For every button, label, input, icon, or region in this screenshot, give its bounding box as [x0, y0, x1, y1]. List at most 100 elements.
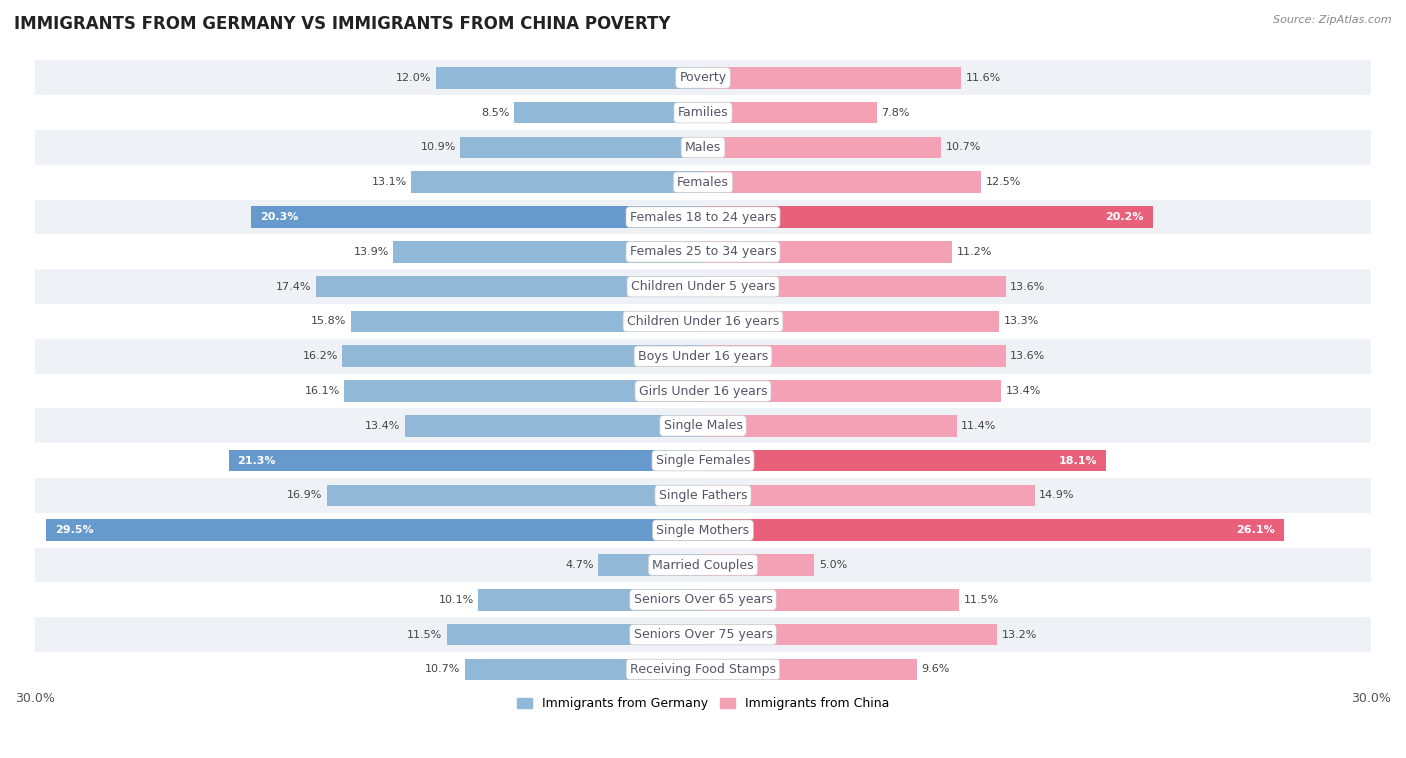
Text: 16.9%: 16.9%	[287, 490, 322, 500]
Bar	[35, 96, 1371, 130]
Bar	[703, 346, 1005, 367]
Bar	[250, 206, 703, 228]
Text: Married Couples: Married Couples	[652, 559, 754, 572]
Text: 26.1%: 26.1%	[1236, 525, 1275, 535]
Bar	[35, 443, 1371, 478]
Text: 13.4%: 13.4%	[364, 421, 401, 431]
Text: Children Under 5 years: Children Under 5 years	[631, 280, 775, 293]
Text: 5.0%: 5.0%	[818, 560, 846, 570]
Text: 13.4%: 13.4%	[1005, 386, 1042, 396]
Bar	[326, 484, 703, 506]
Bar	[703, 554, 814, 576]
Bar	[35, 478, 1371, 513]
Text: 21.3%: 21.3%	[238, 456, 276, 465]
Bar	[35, 165, 1371, 199]
Text: 4.7%: 4.7%	[565, 560, 593, 570]
Text: Single Fathers: Single Fathers	[659, 489, 747, 502]
Bar	[405, 415, 703, 437]
Bar	[513, 102, 703, 124]
Text: 14.9%: 14.9%	[1039, 490, 1074, 500]
Bar	[703, 206, 1153, 228]
Bar	[35, 269, 1371, 304]
Bar	[46, 519, 703, 541]
Text: 9.6%: 9.6%	[921, 665, 949, 675]
Text: 11.5%: 11.5%	[408, 630, 443, 640]
Text: Males: Males	[685, 141, 721, 154]
Text: 10.7%: 10.7%	[946, 143, 981, 152]
Text: 10.7%: 10.7%	[425, 665, 460, 675]
Bar	[315, 276, 703, 297]
Text: Families: Families	[678, 106, 728, 119]
Text: Females 25 to 34 years: Females 25 to 34 years	[630, 246, 776, 258]
Text: Receiving Food Stamps: Receiving Food Stamps	[630, 663, 776, 676]
Bar	[460, 136, 703, 158]
Bar	[35, 130, 1371, 165]
Text: 13.9%: 13.9%	[354, 247, 389, 257]
Bar	[394, 241, 703, 263]
Bar	[447, 624, 703, 645]
Bar	[35, 304, 1371, 339]
Bar	[342, 346, 703, 367]
Text: IMMIGRANTS FROM GERMANY VS IMMIGRANTS FROM CHINA POVERTY: IMMIGRANTS FROM GERMANY VS IMMIGRANTS FR…	[14, 15, 671, 33]
Text: 10.9%: 10.9%	[420, 143, 456, 152]
Text: Single Males: Single Males	[664, 419, 742, 432]
Text: 12.0%: 12.0%	[396, 73, 432, 83]
Text: Single Mothers: Single Mothers	[657, 524, 749, 537]
Text: 12.5%: 12.5%	[986, 177, 1021, 187]
Text: Boys Under 16 years: Boys Under 16 years	[638, 349, 768, 363]
Text: Children Under 16 years: Children Under 16 years	[627, 315, 779, 328]
Text: 17.4%: 17.4%	[276, 282, 311, 292]
Bar	[35, 409, 1371, 443]
Text: 13.2%: 13.2%	[1001, 630, 1036, 640]
Bar	[35, 547, 1371, 582]
Bar	[35, 61, 1371, 96]
Text: 18.1%: 18.1%	[1059, 456, 1097, 465]
Bar	[229, 449, 703, 471]
Text: 13.1%: 13.1%	[371, 177, 406, 187]
Bar	[703, 484, 1035, 506]
Bar	[35, 617, 1371, 652]
Bar	[703, 276, 1005, 297]
Text: 8.5%: 8.5%	[481, 108, 509, 117]
Text: Poverty: Poverty	[679, 71, 727, 84]
Text: Seniors Over 75 years: Seniors Over 75 years	[634, 628, 772, 641]
Bar	[703, 136, 941, 158]
Bar	[465, 659, 703, 680]
Text: 13.6%: 13.6%	[1011, 282, 1046, 292]
Text: 20.3%: 20.3%	[260, 212, 298, 222]
Bar	[703, 624, 997, 645]
Bar	[412, 171, 703, 193]
Text: Females 18 to 24 years: Females 18 to 24 years	[630, 211, 776, 224]
Text: 10.1%: 10.1%	[439, 595, 474, 605]
Text: Girls Under 16 years: Girls Under 16 years	[638, 384, 768, 397]
Bar	[703, 241, 952, 263]
Bar	[703, 311, 1000, 332]
Text: 16.1%: 16.1%	[305, 386, 340, 396]
Text: 11.2%: 11.2%	[957, 247, 993, 257]
Bar	[703, 102, 877, 124]
Bar	[703, 415, 957, 437]
Legend: Immigrants from Germany, Immigrants from China: Immigrants from Germany, Immigrants from…	[512, 692, 894, 715]
Bar	[35, 374, 1371, 409]
Bar	[35, 339, 1371, 374]
Bar	[703, 381, 1001, 402]
Text: 11.6%: 11.6%	[966, 73, 1001, 83]
Text: Single Females: Single Females	[655, 454, 751, 467]
Text: Source: ZipAtlas.com: Source: ZipAtlas.com	[1274, 15, 1392, 25]
Bar	[35, 582, 1371, 617]
Text: 15.8%: 15.8%	[311, 316, 347, 327]
Bar	[35, 234, 1371, 269]
Bar	[478, 589, 703, 611]
Text: 20.2%: 20.2%	[1105, 212, 1144, 222]
Bar	[703, 67, 962, 89]
Bar	[35, 513, 1371, 547]
Text: 11.4%: 11.4%	[962, 421, 997, 431]
Text: 29.5%: 29.5%	[55, 525, 94, 535]
Text: 13.3%: 13.3%	[1004, 316, 1039, 327]
Text: Females: Females	[678, 176, 728, 189]
Bar	[35, 199, 1371, 234]
Text: 16.2%: 16.2%	[302, 351, 337, 362]
Bar	[599, 554, 703, 576]
Bar	[703, 171, 981, 193]
Bar	[703, 449, 1107, 471]
